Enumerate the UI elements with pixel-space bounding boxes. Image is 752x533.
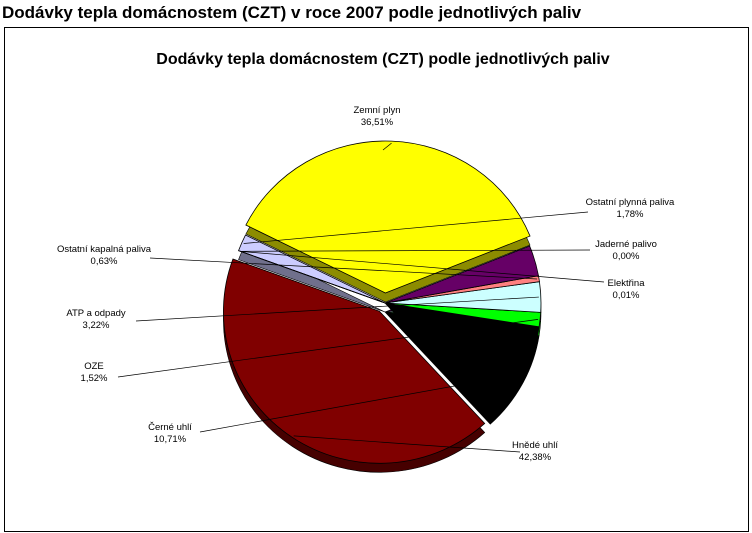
slice-value-label: 0,00%	[613, 251, 640, 262]
leader-line	[199, 373, 521, 433]
slice-value-label: 1,52%	[81, 373, 108, 384]
leader-line	[135, 296, 539, 322]
pie-slice	[238, 250, 386, 304]
slice-value-label: 42,38%	[519, 452, 552, 463]
slice-value-label: 1,78%	[617, 209, 644, 220]
leader-lines	[117, 142, 605, 453]
leader-line	[117, 319, 539, 378]
leader-line	[240, 249, 591, 252]
pie-slice	[223, 258, 486, 464]
slice-label: Ostatní plynná paliva	[586, 197, 675, 208]
chart-frame	[4, 27, 749, 532]
leader-line	[382, 142, 392, 151]
slice-label: OZE	[84, 361, 104, 372]
slice-label: Jaderné palivo	[595, 239, 657, 250]
pie-slices	[223, 140, 542, 464]
leader-line	[149, 257, 538, 280]
leader-line	[240, 251, 605, 283]
slice-label: Ostatní kapalná paliva	[57, 244, 152, 255]
slice-value-label: 3,22%	[83, 320, 110, 331]
slice-label: Černé uhlí	[148, 422, 192, 433]
slice-value-label: 0,01%	[613, 290, 640, 301]
slice-value-label: 10,71%	[154, 434, 187, 445]
slice-value-label: 0,63%	[91, 256, 118, 267]
slice-value-label: 36,51%	[361, 117, 394, 128]
pie-slice	[245, 140, 531, 294]
leader-line	[243, 211, 589, 244]
pie-slice	[384, 245, 539, 304]
page-heading: Dodávky tepla domácnostem (CZT) v roce 2…	[2, 3, 582, 22]
slice-label: Zemní plyn	[354, 105, 401, 116]
chart-title: Dodávky tepla domácnostem (CZT) podle je…	[156, 51, 610, 68]
slice-label: ATP a odpady	[66, 308, 126, 319]
slice-label: Hnědé uhlí	[512, 440, 558, 451]
slice-label: Elektřina	[608, 278, 646, 289]
pie-slice	[383, 302, 540, 416]
leader-line	[293, 435, 521, 453]
